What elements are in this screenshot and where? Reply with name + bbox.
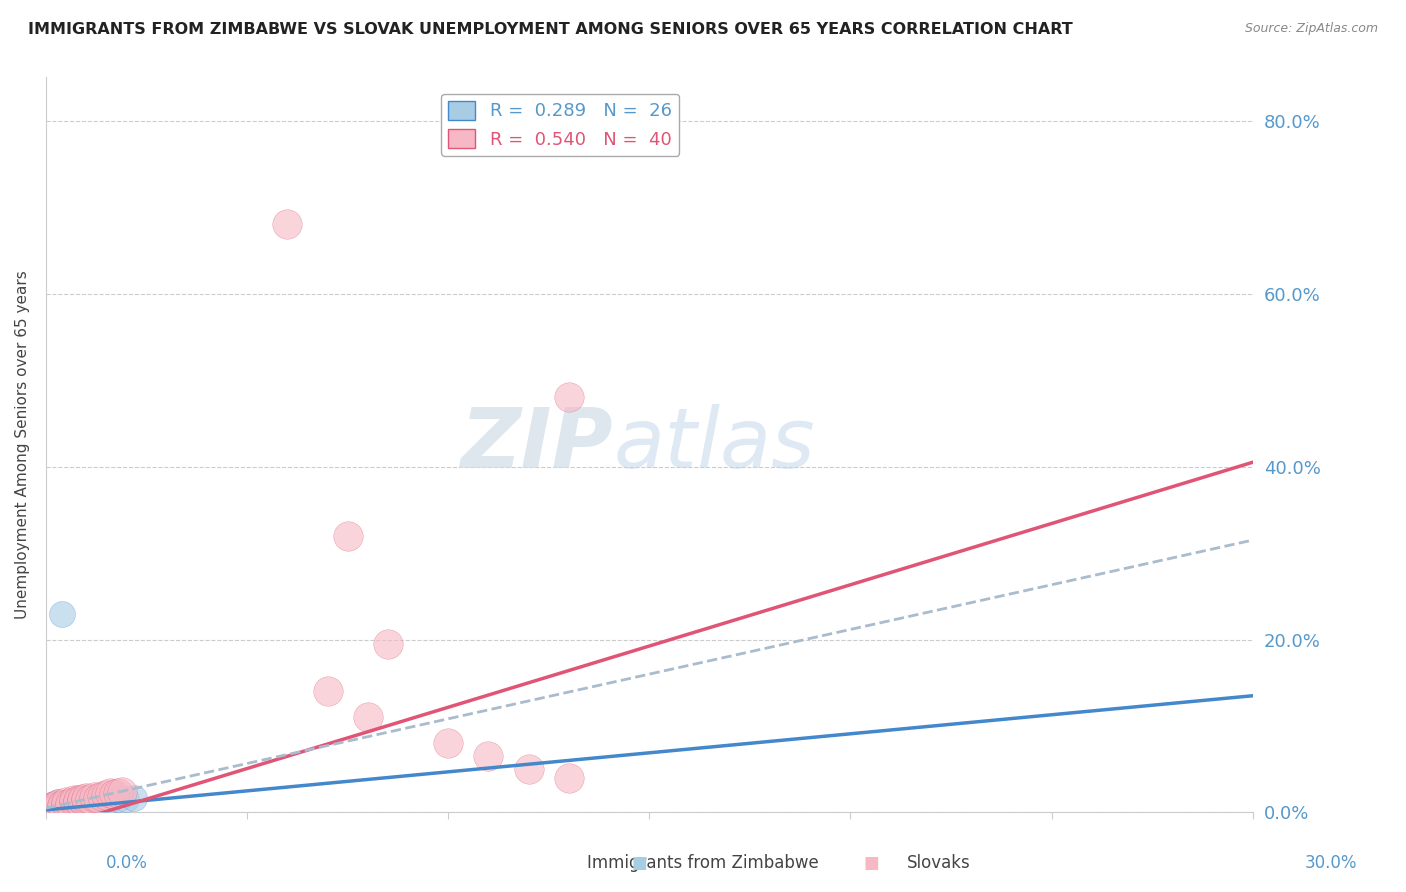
Point	[477, 749, 499, 764]
Point	[63, 797, 86, 811]
Point	[91, 793, 114, 807]
Point	[55, 798, 77, 813]
Text: ■: ■	[631, 855, 648, 872]
Text: atlas: atlas	[613, 404, 814, 485]
Point	[98, 787, 121, 801]
Point	[98, 792, 121, 806]
Point	[75, 794, 97, 808]
Point	[42, 798, 65, 813]
Point	[59, 797, 82, 812]
Point	[46, 797, 69, 811]
Point	[39, 802, 62, 816]
Point	[107, 786, 129, 800]
Point	[91, 789, 114, 803]
Text: Slovaks: Slovaks	[907, 855, 970, 872]
Point	[39, 800, 62, 814]
Point	[46, 800, 69, 814]
Point	[96, 788, 118, 802]
Point	[111, 785, 134, 799]
Point	[103, 787, 125, 801]
Point	[115, 791, 138, 805]
Point	[59, 796, 82, 810]
Point	[83, 789, 105, 804]
Point	[63, 795, 86, 809]
Point	[59, 796, 82, 810]
Point	[316, 684, 339, 698]
Point	[51, 797, 73, 812]
Point	[79, 791, 101, 805]
Text: ZIP: ZIP	[461, 404, 613, 485]
Point	[67, 796, 90, 810]
Point	[70, 793, 93, 807]
Point	[39, 801, 62, 815]
Point	[558, 771, 581, 785]
Point	[46, 798, 69, 813]
Point	[124, 790, 146, 805]
Point	[39, 802, 62, 816]
Point	[83, 794, 105, 808]
Point	[67, 794, 90, 808]
Point	[437, 736, 460, 750]
Point	[558, 391, 581, 405]
Point	[377, 637, 399, 651]
Point	[46, 795, 69, 809]
Point	[87, 790, 110, 805]
Point	[46, 798, 69, 813]
Point	[107, 791, 129, 805]
Point	[42, 800, 65, 814]
Point	[42, 799, 65, 814]
Point	[39, 799, 62, 814]
Point	[67, 792, 90, 806]
Point	[357, 710, 380, 724]
Point	[55, 797, 77, 811]
Point	[70, 795, 93, 809]
Point	[51, 799, 73, 814]
Point	[55, 795, 77, 809]
Point	[51, 797, 73, 812]
Point	[51, 799, 73, 814]
Point	[59, 797, 82, 812]
Text: 30.0%: 30.0%	[1305, 855, 1357, 872]
Point	[63, 793, 86, 807]
Point	[336, 529, 359, 543]
Point	[75, 792, 97, 806]
Text: 0.0%: 0.0%	[105, 855, 148, 872]
Y-axis label: Unemployment Among Seniors over 65 years: Unemployment Among Seniors over 65 years	[15, 270, 30, 619]
Point	[51, 607, 73, 621]
Text: IMMIGRANTS FROM ZIMBABWE VS SLOVAK UNEMPLOYMENT AMONG SENIORS OVER 65 YEARS CORR: IMMIGRANTS FROM ZIMBABWE VS SLOVAK UNEMP…	[28, 22, 1073, 37]
Point	[46, 800, 69, 814]
Point	[70, 791, 93, 805]
Legend: R =  0.289   N =  26, R =  0.540   N =  40: R = 0.289 N = 26, R = 0.540 N = 40	[441, 94, 679, 156]
Text: Immigrants from Zimbabwe: Immigrants from Zimbabwe	[588, 855, 818, 872]
Point	[517, 762, 540, 776]
Point	[55, 797, 77, 811]
Point	[42, 797, 65, 811]
Text: ■: ■	[863, 855, 880, 872]
Point	[276, 218, 298, 232]
Point	[42, 801, 65, 815]
Text: Source: ZipAtlas.com: Source: ZipAtlas.com	[1244, 22, 1378, 36]
Point	[75, 790, 97, 805]
